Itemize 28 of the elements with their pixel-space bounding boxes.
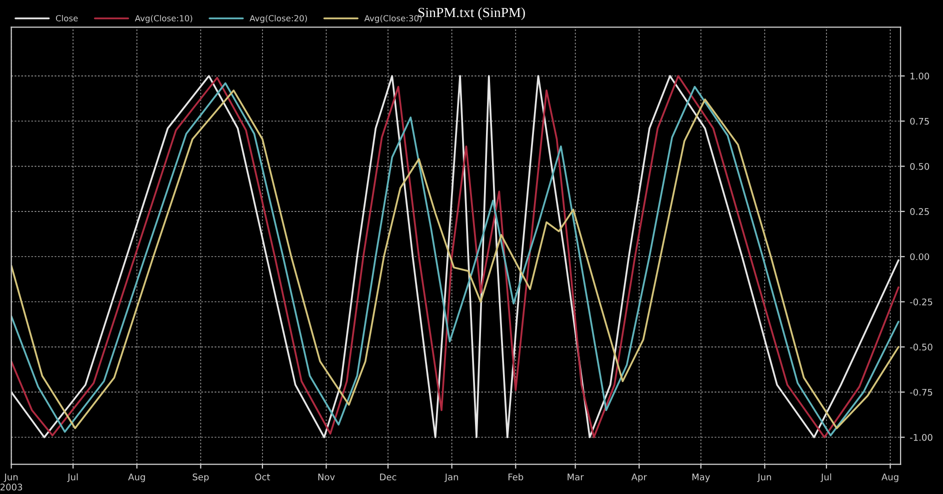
legend-label: Close <box>56 14 78 22</box>
y-tick-label: 1.00 <box>910 72 930 80</box>
x-tick-label: May <box>692 474 710 482</box>
x-tick-label: Sep <box>192 474 209 482</box>
y-tick-label: 0.50 <box>910 163 930 170</box>
y-tick-label: 0.25 <box>910 208 929 215</box>
x-tick-label: Jul <box>67 473 78 482</box>
x-tick-label: Feb <box>508 473 524 480</box>
y-tick-label: 0.75 <box>910 118 929 125</box>
x-tick-label: Oct <box>255 474 270 480</box>
x-tick-label: Dec <box>380 474 396 480</box>
y-tick-label: -0.25 <box>910 298 932 306</box>
x-tick-label: Jun <box>757 474 771 482</box>
x-tick-label: Mar <box>568 474 584 480</box>
y-tick-label: -0.75 <box>910 388 932 396</box>
x-tick-label: Nov <box>318 474 335 480</box>
y-tick-label: -0.50 <box>910 344 932 350</box>
legend-label: Avg(Close:20) <box>250 14 307 24</box>
y-tick-label: -1.00 <box>910 434 932 441</box>
x-tick-label: Aug <box>128 474 145 482</box>
x-tick-label: Apr <box>631 474 647 482</box>
x-tick-label: Aug <box>882 474 898 482</box>
x-tick-label: Jun 2003 <box>0 474 22 490</box>
x-tick-label: Jul <box>820 473 832 482</box>
y-tick-label: 0.00 <box>910 253 930 260</box>
x-tick-label: Jan <box>444 474 458 482</box>
legend-label: Avg(Close:30) <box>364 14 422 24</box>
legend-label: Avg(Close:10) <box>134 14 192 24</box>
